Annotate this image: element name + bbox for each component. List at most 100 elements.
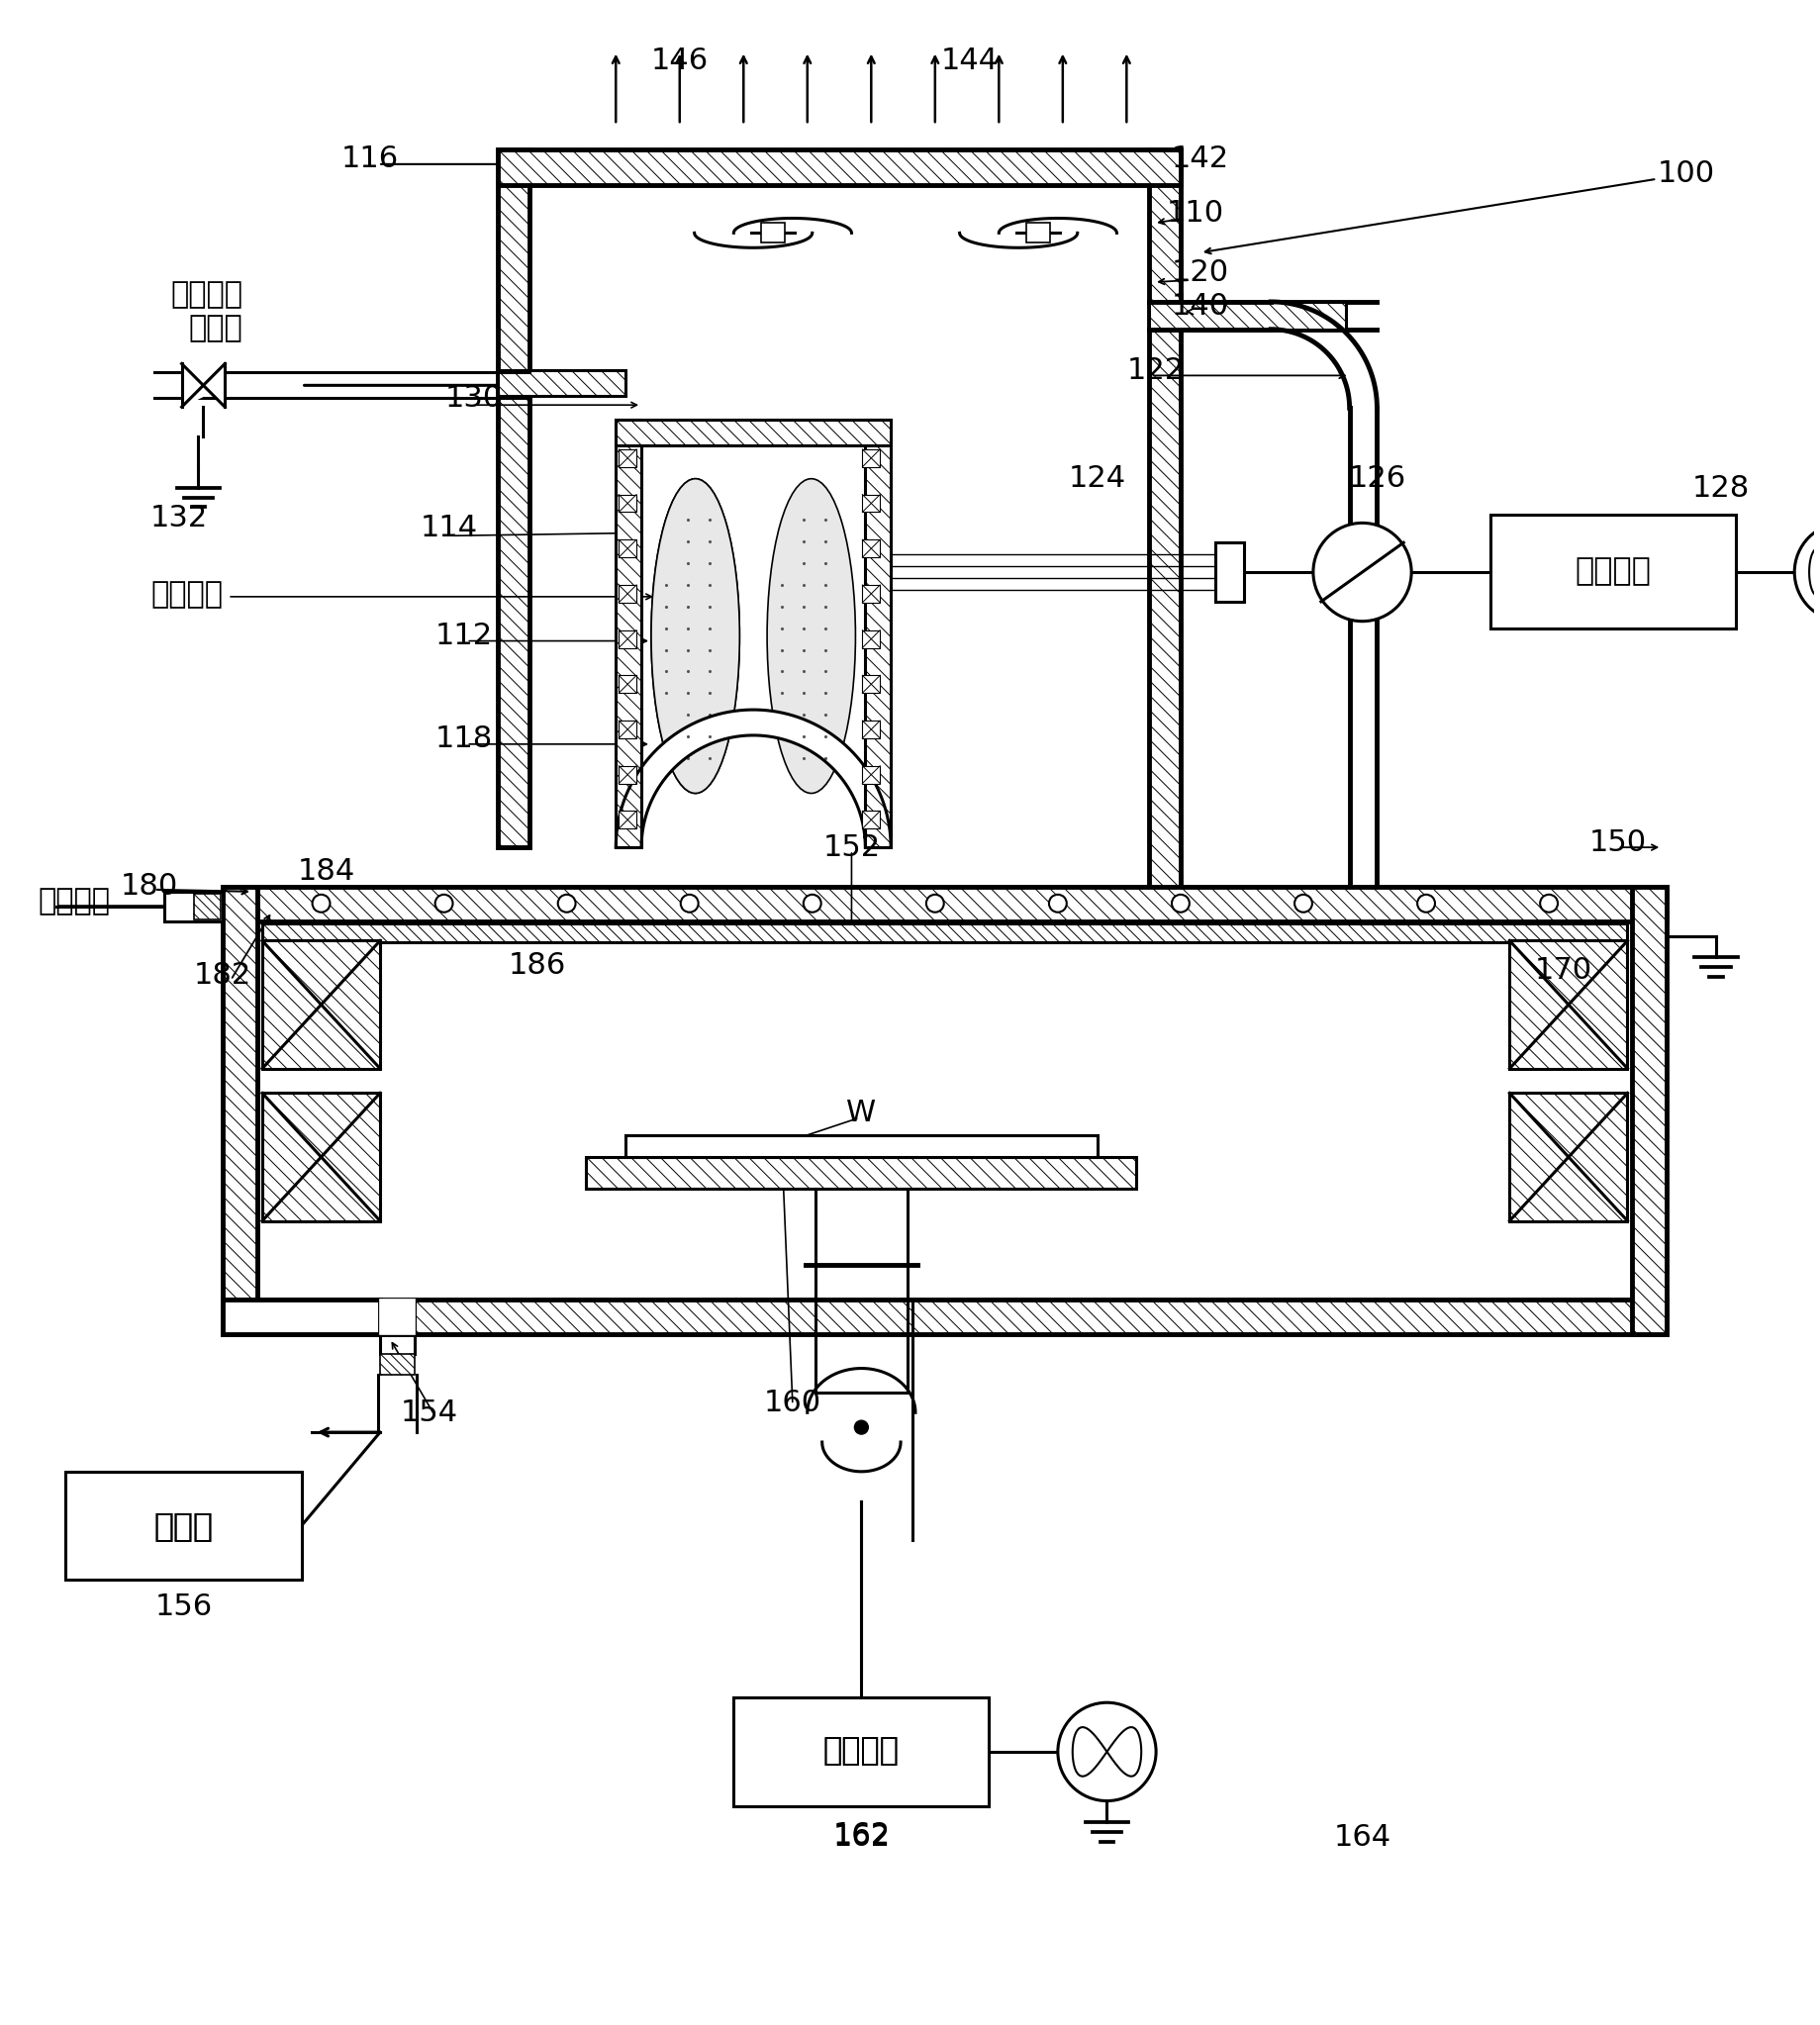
Bar [497, 371, 626, 397]
Text: 118: 118 [435, 725, 491, 753]
Text: 150: 150 [1589, 828, 1645, 857]
Text: 156: 156 [155, 1594, 213, 1622]
Bar [164, 891, 222, 921]
Bar [1509, 1094, 1627, 1221]
Text: 122: 122 [1127, 356, 1185, 385]
Text: 162: 162 [832, 1822, 890, 1851]
Ellipse shape [766, 478, 855, 794]
Text: 等离子体: 等离子体 [151, 581, 222, 610]
Bar [1509, 942, 1627, 1069]
Bar [863, 494, 879, 512]
Text: 152: 152 [823, 832, 879, 863]
Text: 130: 130 [444, 385, 502, 413]
Bar [222, 887, 1665, 921]
Text: 116: 116 [342, 146, 399, 174]
Text: 160: 160 [763, 1389, 821, 1417]
Bar [615, 419, 641, 846]
Text: 匹配网络: 匹配网络 [823, 1735, 899, 1768]
Text: 186: 186 [508, 952, 566, 980]
Bar [262, 923, 1627, 944]
Bar [619, 674, 637, 693]
Bar [222, 887, 257, 1334]
Text: 匹配网络: 匹配网络 [823, 1735, 899, 1768]
Bar [193, 893, 220, 919]
Bar [619, 450, 637, 468]
Circle shape [926, 895, 943, 911]
Circle shape [854, 1420, 868, 1434]
Bar [615, 419, 890, 446]
Bar [619, 541, 637, 557]
Bar [380, 1300, 415, 1334]
Bar [1026, 223, 1050, 243]
Text: 120: 120 [1170, 257, 1228, 288]
Bar [626, 1136, 1096, 1156]
Text: 128: 128 [1691, 474, 1749, 502]
Text: 等离子体
源气体: 等离子体 源气体 [171, 281, 242, 342]
Text: 164: 164 [1332, 1822, 1390, 1851]
Circle shape [557, 895, 575, 911]
Text: 180: 180 [120, 873, 178, 901]
Bar [1214, 543, 1243, 601]
Bar [733, 1697, 988, 1806]
Text: 184: 184 [297, 857, 355, 887]
Text: 132: 132 [149, 504, 207, 533]
Bar [1148, 302, 1345, 330]
Circle shape [681, 895, 697, 911]
Bar [863, 721, 879, 739]
Circle shape [1416, 895, 1434, 911]
Bar [1489, 514, 1734, 628]
Text: 142: 142 [1170, 146, 1228, 174]
Text: 170: 170 [1534, 956, 1591, 984]
Circle shape [803, 895, 821, 911]
Text: 162: 162 [832, 1820, 890, 1849]
Bar [262, 1094, 380, 1221]
Polygon shape [182, 364, 226, 407]
Bar [863, 585, 879, 603]
Text: W: W [846, 1098, 875, 1128]
Text: 匹配网络: 匹配网络 [1574, 557, 1651, 587]
Bar [863, 674, 879, 693]
Text: 154: 154 [400, 1397, 459, 1428]
Text: 146: 146 [650, 47, 708, 75]
Ellipse shape [652, 478, 739, 794]
Bar [586, 1156, 1136, 1189]
Text: 真空泵: 真空泵 [155, 1509, 213, 1541]
Circle shape [1793, 522, 1820, 622]
Bar [222, 1300, 380, 1334]
Circle shape [1170, 895, 1188, 911]
Text: 182: 182 [195, 960, 251, 990]
Text: 100: 100 [1656, 160, 1714, 188]
Circle shape [1540, 895, 1556, 911]
Bar [262, 942, 380, 1069]
Bar [864, 419, 890, 846]
Circle shape [1057, 1703, 1156, 1800]
Bar [1631, 887, 1665, 1334]
Circle shape [1048, 895, 1067, 911]
Bar [1148, 150, 1179, 925]
Text: 110: 110 [1167, 198, 1223, 227]
Circle shape [1294, 895, 1312, 911]
Text: 124: 124 [1068, 464, 1125, 492]
Circle shape [435, 895, 453, 911]
Bar [619, 585, 637, 603]
Bar [863, 810, 879, 828]
Ellipse shape [652, 478, 739, 794]
Bar [863, 765, 879, 784]
Bar [619, 721, 637, 739]
Bar [66, 1472, 302, 1580]
Text: 126: 126 [1347, 464, 1405, 492]
Bar [619, 630, 637, 648]
Bar [863, 630, 879, 648]
Bar [222, 1300, 1665, 1334]
PathPatch shape [615, 709, 890, 846]
Text: 112: 112 [435, 622, 491, 650]
Circle shape [1312, 522, 1410, 622]
Text: 真空泵: 真空泵 [155, 1509, 213, 1541]
Bar [619, 765, 637, 784]
Polygon shape [182, 364, 226, 407]
Bar [619, 494, 637, 512]
Bar [619, 810, 637, 828]
Bar [497, 150, 530, 846]
Bar [497, 150, 1179, 184]
Bar [863, 541, 879, 557]
